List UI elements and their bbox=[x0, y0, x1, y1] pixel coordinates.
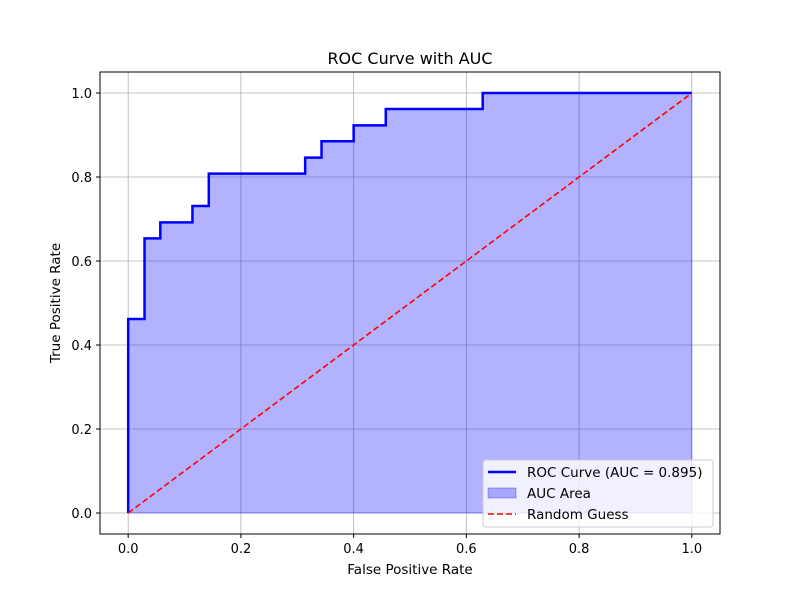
y-tick-label: 0.2 bbox=[71, 423, 92, 438]
random-guess-line bbox=[127, 92, 693, 514]
legend-swatch-area bbox=[487, 487, 517, 499]
line-layer bbox=[126, 91, 693, 514]
chart-title: ROC Curve with AUC bbox=[327, 49, 492, 68]
legend-label: AUC Area bbox=[527, 486, 591, 502]
plot-frame bbox=[99, 71, 721, 535]
tick-layer: 0.0 0.2 0.4 0.6 0.8 1.0 0.0 0.2 0.4 0.6 0.8 1.0 bbox=[71, 87, 702, 557]
legend-label: ROC Curve (AUC = 0.895) bbox=[527, 465, 702, 481]
x-tick-label: 0.2 bbox=[231, 542, 252, 557]
y-tick-label: 0.6 bbox=[71, 255, 92, 270]
legend-label: Random Guess bbox=[527, 507, 629, 523]
legend: ROC Curve (AUC = 0.895) AUC Area Random Gu… bbox=[482, 459, 714, 528]
x-tick-label: 0.6 bbox=[456, 542, 477, 557]
y-tick-label: 0.8 bbox=[71, 171, 92, 186]
y-tick-label: 0.0 bbox=[71, 507, 92, 522]
x-tick-label: 1.0 bbox=[681, 542, 702, 557]
grid-layer bbox=[100, 72, 720, 534]
legend-box bbox=[482, 459, 714, 528]
x-tick-label: 0.8 bbox=[569, 542, 590, 557]
roc-curve-line bbox=[126, 91, 692, 513]
y-tick-label: 0.4 bbox=[71, 339, 92, 354]
x-tick-label: 0.4 bbox=[343, 542, 364, 557]
y-axis-title: True Positive Rate bbox=[48, 243, 64, 364]
x-axis-title: False Positive Rate bbox=[347, 562, 472, 578]
x-tick-label: 0.0 bbox=[118, 542, 139, 557]
y-tick-label: 1.0 bbox=[71, 87, 92, 102]
